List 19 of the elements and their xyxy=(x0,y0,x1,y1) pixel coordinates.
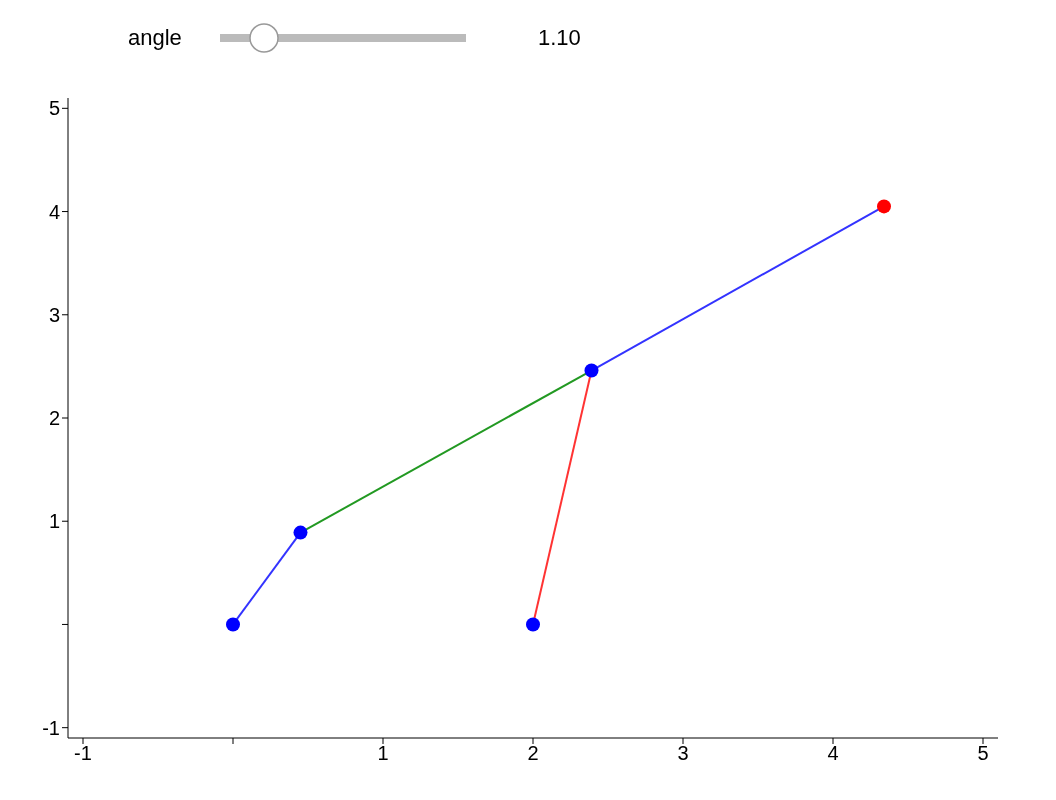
x-tick-label: 5 xyxy=(977,742,989,765)
y-tick-label: -1 xyxy=(42,716,60,739)
y-tick-label: 5 xyxy=(48,97,60,120)
x-tick-label: 4 xyxy=(827,742,839,765)
y-tick-label: 2 xyxy=(48,407,60,430)
y-tick-label: 1 xyxy=(48,510,60,533)
y-tick-label: 3 xyxy=(48,303,60,326)
point xyxy=(293,525,308,540)
point xyxy=(526,617,540,632)
x-tick-label: -1 xyxy=(74,742,92,765)
point xyxy=(877,199,891,214)
x-tick-label: 3 xyxy=(677,742,689,765)
point xyxy=(226,617,240,632)
text: 1.10 xyxy=(538,25,581,51)
point xyxy=(584,363,599,378)
text: angle xyxy=(128,25,183,51)
x-tick-label: 1 xyxy=(377,742,389,765)
y-tick-label: 4 xyxy=(48,200,60,223)
x-tick-label: 2 xyxy=(527,742,539,765)
